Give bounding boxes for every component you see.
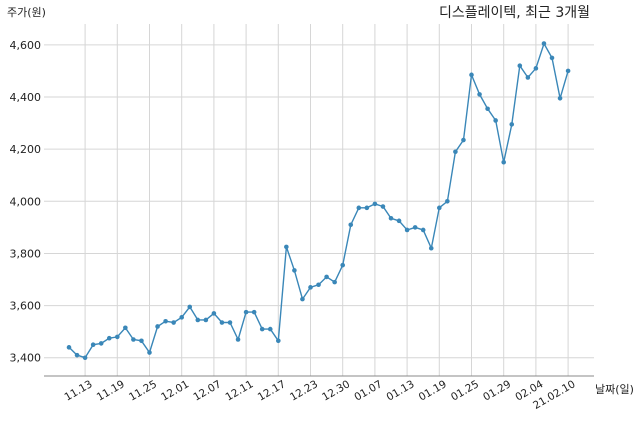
x-tick-label: 12.30 — [320, 378, 352, 403]
data-point — [380, 204, 386, 209]
y-tick-label: 4,000 — [10, 195, 42, 208]
data-point — [541, 41, 547, 46]
x-tick-label: 12.17 — [256, 378, 288, 403]
x-axis-label: 날짜(일) — [595, 382, 634, 396]
labels: 3,400 3,600 3,800 4,000 4,200 4,400 4,600 11.13… — [10, 39, 578, 412]
data-point — [364, 205, 370, 211]
x-tick-label: 11.25 — [127, 378, 159, 403]
data-point — [131, 337, 136, 342]
x-tick-label: 12.07 — [191, 378, 223, 403]
data-point — [308, 285, 313, 290]
data-point — [372, 201, 378, 207]
y-tick-label: 4,400 — [10, 91, 42, 104]
data-point — [404, 227, 410, 233]
data-point — [356, 205, 362, 211]
data-point — [147, 350, 152, 355]
data-point — [412, 225, 418, 230]
data-point — [284, 244, 289, 250]
data-point — [501, 159, 507, 165]
data-point — [179, 315, 184, 320]
data-point — [211, 311, 217, 316]
data-point — [469, 72, 474, 78]
data-point — [557, 96, 563, 101]
x-tick-label: 12.11 — [224, 378, 256, 403]
data-point — [251, 309, 257, 315]
data-point — [396, 218, 402, 224]
data-point — [445, 199, 450, 204]
data-point — [267, 326, 273, 332]
x-tick-label: 12.01 — [159, 378, 191, 403]
data-point — [453, 149, 458, 155]
data-point — [292, 268, 297, 273]
data-point — [332, 279, 337, 285]
chart-title: 디스플레이텍, 최근 3개월 — [439, 5, 590, 21]
series-line — [68, 41, 569, 359]
x-tick-label: 11.19 — [95, 378, 127, 403]
x-tick-label: 11.13 — [63, 378, 95, 403]
data-point — [98, 341, 104, 346]
data-point — [90, 342, 96, 348]
data-point — [227, 320, 233, 325]
data-point — [428, 245, 434, 251]
data-point — [388, 215, 394, 221]
grid — [44, 24, 594, 376]
x-tick-label: 12.23 — [288, 378, 320, 403]
data-point — [155, 324, 160, 329]
data-point — [461, 137, 466, 143]
data-point — [517, 63, 523, 69]
data-point — [420, 227, 426, 233]
y-axis-label: 주가(원) — [7, 6, 46, 19]
data-point — [82, 355, 88, 361]
data-point — [243, 309, 249, 315]
data-point — [259, 326, 265, 332]
x-tick-label: 01.13 — [385, 378, 417, 403]
data-point — [324, 274, 329, 280]
data-point — [493, 118, 498, 123]
series-layer — [66, 41, 571, 361]
data-point — [195, 317, 201, 323]
y-tick-label: 3,800 — [10, 247, 42, 260]
y-tick-label: 4,200 — [10, 143, 42, 156]
y-tick-label: 4,600 — [10, 39, 42, 52]
data-point — [533, 66, 539, 71]
data-point — [300, 296, 305, 302]
data-point — [115, 334, 120, 340]
data-point — [525, 75, 531, 80]
y-tick-label: 3,600 — [10, 300, 42, 313]
data-point — [437, 205, 442, 211]
data-point — [187, 304, 193, 310]
x-tick-label: 01.25 — [449, 378, 481, 403]
data-point — [74, 352, 80, 358]
data-point — [139, 338, 144, 344]
data-point — [565, 68, 571, 74]
data-point — [106, 335, 112, 341]
data-point — [235, 337, 241, 342]
data-point — [66, 345, 72, 350]
x-tick-label: 01.29 — [481, 378, 513, 403]
data-point — [348, 222, 354, 228]
data-point — [163, 318, 168, 324]
data-point — [219, 320, 225, 325]
data-point — [316, 282, 321, 288]
data-point — [203, 317, 209, 323]
data-point — [276, 338, 281, 344]
data-point — [549, 55, 555, 61]
data-point — [477, 92, 482, 97]
data-point — [123, 325, 128, 331]
y-tick-label: 3,400 — [10, 352, 42, 365]
x-tick-label: 01.07 — [352, 378, 384, 403]
data-point — [485, 106, 490, 112]
data-point — [340, 262, 346, 268]
x-tick-label: 01.19 — [417, 378, 449, 403]
data-point — [509, 122, 515, 127]
data-point — [171, 320, 176, 325]
